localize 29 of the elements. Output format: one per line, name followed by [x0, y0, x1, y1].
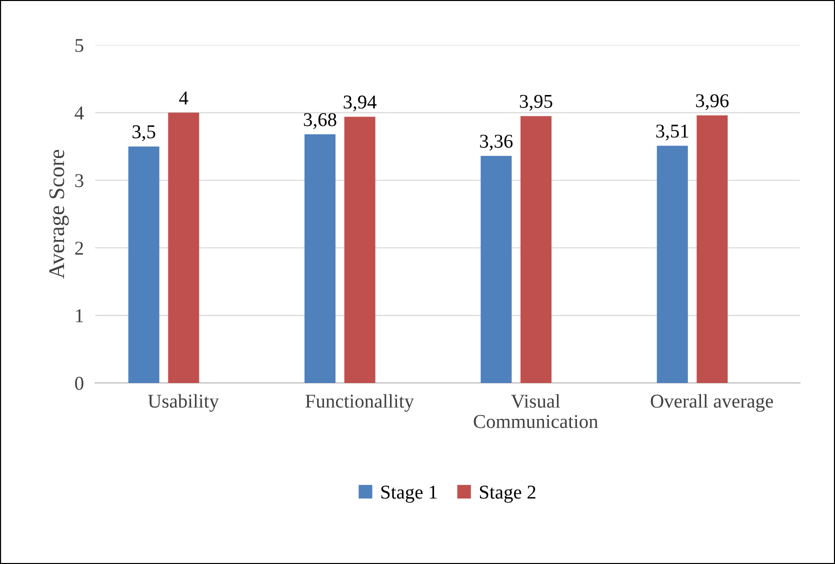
data-label: 3,68 — [304, 113, 336, 129]
data-label: 3,95 — [520, 94, 552, 111]
bar — [304, 134, 336, 383]
y-tick-label: 1 — [76, 309, 83, 322]
bar — [128, 146, 160, 383]
bar — [344, 116, 376, 383]
legend-label: Stage 2 — [480, 486, 536, 503]
bar — [480, 156, 512, 383]
legend-label: Stage 1 — [381, 486, 437, 503]
x-tick-label: Visual Communication — [474, 394, 598, 428]
bar — [168, 112, 200, 383]
x-tick-label: Overall average — [650, 394, 773, 412]
data-label: 3,94 — [344, 96, 377, 112]
y-tick-label: 2 — [75, 242, 84, 255]
y-tick-label: 3 — [75, 174, 84, 188]
data-label: 3,5 — [132, 125, 156, 142]
bar — [520, 116, 552, 383]
data-label: 3,51 — [656, 124, 688, 140]
y-tick-label: 5 — [75, 39, 84, 52]
data-label: 3,36 — [480, 134, 513, 151]
x-tick-label: Usability — [148, 394, 219, 412]
y-tick-label: 4 — [74, 106, 84, 120]
x-tick-label: Functionallity — [305, 394, 414, 412]
bar — [656, 146, 688, 383]
data-label: 4 — [179, 92, 188, 104]
y-tick-label: 0 — [75, 376, 84, 390]
bar — [696, 115, 728, 383]
y-axis-title: Average Score — [49, 150, 69, 279]
data-label: 3,96 — [696, 94, 729, 110]
